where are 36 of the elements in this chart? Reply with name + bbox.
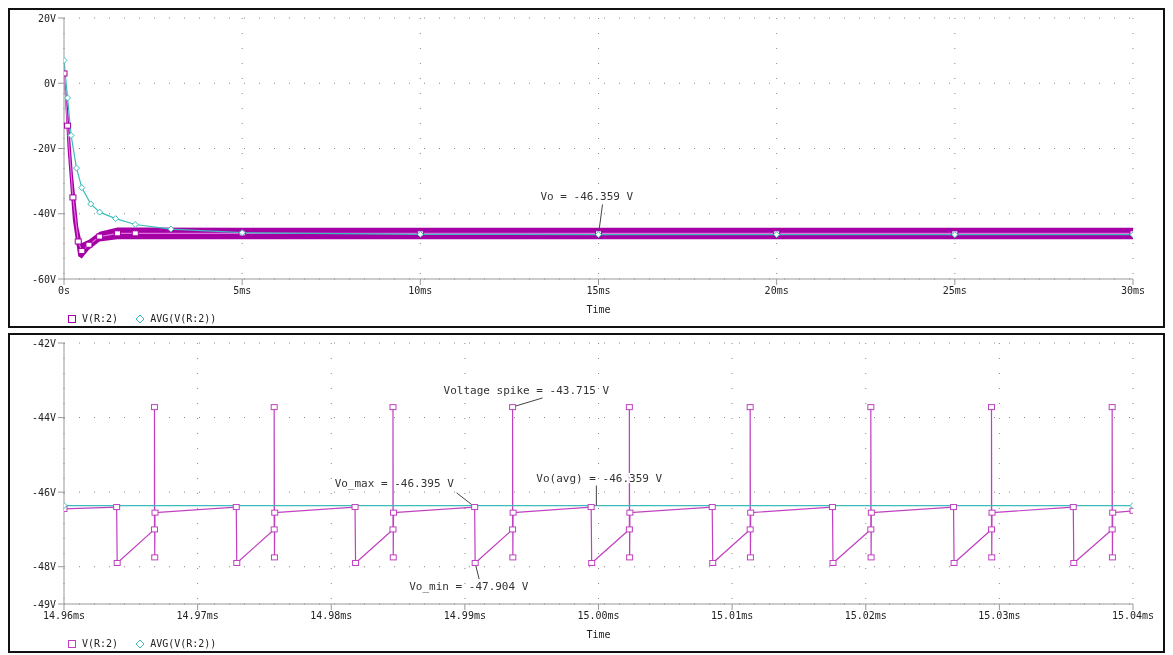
x-tick-label: 25ms (942, 285, 967, 297)
y-tick-label: -48V (31, 561, 56, 573)
x-tick-label: 30ms (1120, 285, 1146, 297)
legend-label: AVG(V(R:2)) (150, 638, 217, 649)
x-tick-label: 0s (57, 285, 71, 297)
x-tick-label: 15.02ms (844, 610, 887, 622)
x-axis-title: Time (586, 304, 611, 315)
x-tick-label: 14.97ms (176, 610, 219, 622)
annotation: Voltage spike = -43.715 V (443, 383, 610, 397)
y-tick-label: -20V (31, 143, 56, 155)
x-axis-title: Time (586, 629, 611, 640)
x-tick-label: 5ms (233, 285, 252, 297)
x-tick-label: 14.99ms (443, 610, 486, 622)
x-tick-label: 10ms (408, 285, 433, 297)
x-tick-label: 15ms (586, 285, 611, 297)
legend-label: AVG(V(R:2)) (150, 313, 217, 324)
y-tick-label: 0V (43, 77, 56, 89)
x-tick-label: 14.96ms (42, 610, 86, 622)
legend-label: V(R:2) (82, 638, 119, 649)
x-tick-label: 15.04ms (1111, 610, 1155, 622)
x-tick-label: 15.00ms (577, 610, 620, 622)
annotation: Vo_max = -46.395 V (334, 476, 455, 490)
y-tick-label: 20V (37, 12, 56, 24)
x-tick-label: 15.01ms (711, 610, 754, 622)
y-tick-label: -49V (31, 598, 56, 610)
legend-label: V(R:2) (82, 313, 119, 324)
annotation: Vo_min = -47.904 V (409, 580, 529, 594)
x-tick-label: 20ms (764, 285, 789, 297)
annotation: Vo = -46.359 V (540, 190, 634, 204)
y-tick-label: -42V (31, 337, 56, 349)
x-tick-label: 14.98ms (310, 610, 353, 622)
x-tick-label: 15.03ms (978, 610, 1021, 622)
y-tick-label: -40V (31, 208, 56, 220)
y-tick-label: -44V (31, 412, 56, 424)
y-tick-label: -46V (31, 486, 56, 498)
y-tick-label: -60V (31, 273, 56, 285)
